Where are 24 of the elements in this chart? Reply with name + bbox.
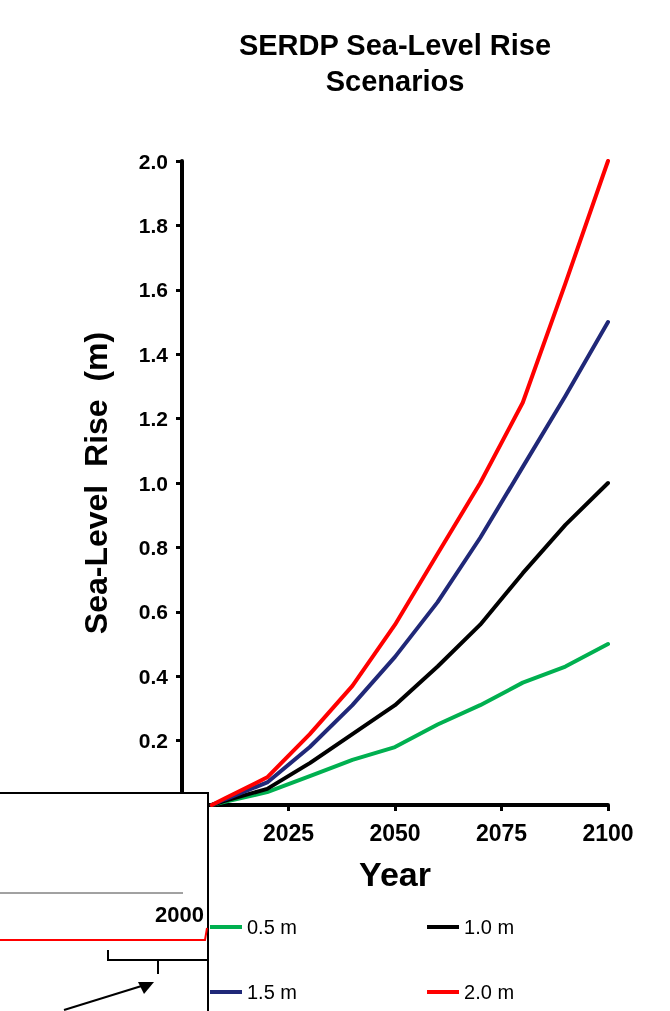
line-series bbox=[209, 159, 610, 807]
y-tick-label: 2.0 bbox=[138, 149, 168, 173]
x-axis-title: Year bbox=[359, 855, 431, 893]
chart-title: SERDP Sea-Level Rise Scenarios bbox=[238, 29, 552, 97]
y-axis-title: Sea-Level Rise (m) bbox=[78, 331, 114, 635]
legend-label: 2.0 m bbox=[464, 981, 515, 1003]
line-series bbox=[209, 642, 610, 807]
x-tick-label: 2100 bbox=[582, 819, 634, 846]
y-tick-label: 0.8 bbox=[138, 535, 169, 559]
y-tick-label: 0.2 bbox=[138, 729, 168, 753]
y-tick-label: 0.6 bbox=[138, 600, 168, 624]
x-tick-label: 2075 bbox=[475, 819, 528, 846]
y-tick-label: 1.4 bbox=[138, 342, 169, 366]
legend-label: 1.5 m bbox=[247, 981, 298, 1003]
y-tick-label: 1.2 bbox=[138, 407, 168, 431]
text: 2000 bbox=[155, 902, 204, 928]
y-tick-label: 1.8 bbox=[138, 213, 169, 237]
x-tick-label: 2050 bbox=[369, 819, 421, 846]
y-tick-label: 1.6 bbox=[138, 278, 168, 302]
x-tick-label: 2025 bbox=[262, 819, 315, 846]
legend-label: 1.0 m bbox=[464, 916, 515, 938]
legend-label: 0.5 m bbox=[247, 916, 298, 938]
y-tick-label: 1.0 bbox=[138, 471, 168, 495]
y-tick-label: 0.4 bbox=[138, 664, 169, 688]
